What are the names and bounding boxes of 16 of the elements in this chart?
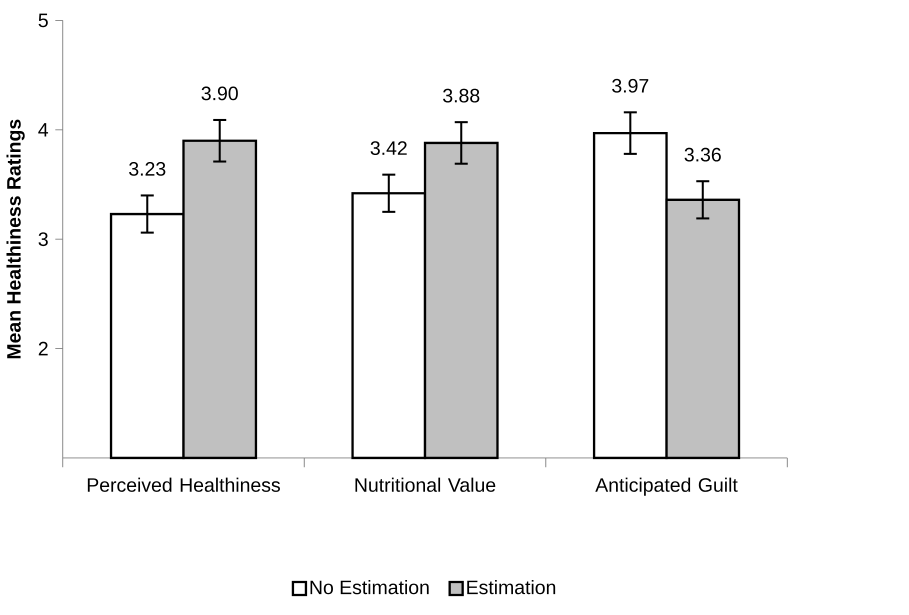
legend-label: Estimation (467, 580, 556, 594)
data-label: 3.88 (443, 88, 480, 103)
data-label: 3.23 (129, 162, 166, 176)
x-tick-label: Nutritional Value (355, 478, 496, 492)
data-label: 3.97 (612, 78, 648, 93)
data-label: 3.36 (684, 148, 721, 162)
data-label: 3.90 (202, 86, 238, 100)
x-tick-label: Perceived Healthiness (88, 478, 280, 492)
y-axis-title: Mean Healthiness Ratings (6, 120, 25, 358)
x-tick-label: Anticipated Guilt (595, 478, 738, 496)
y-tick-label: 3 (38, 232, 48, 246)
legend-label: No Estimation (310, 580, 429, 594)
y-tick-label: 2 (38, 342, 48, 356)
data-label: 3.42 (370, 141, 407, 156)
y-tick-label: 5 (38, 14, 48, 28)
y-tick-label: 4 (38, 123, 48, 137)
